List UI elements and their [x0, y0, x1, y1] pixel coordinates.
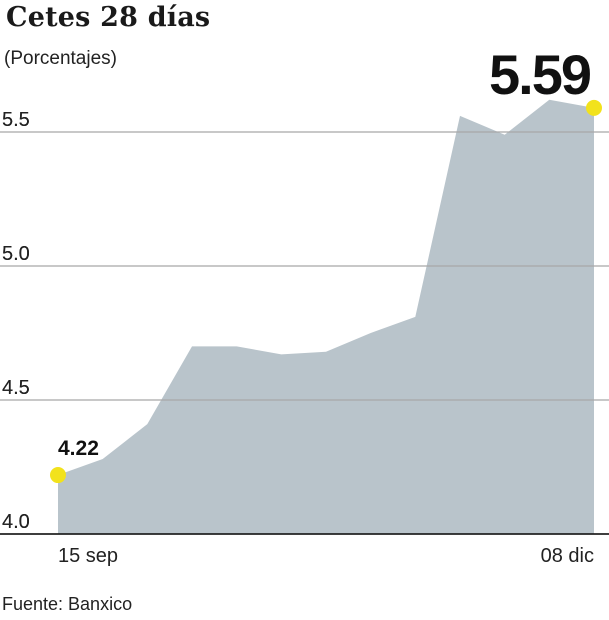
source-note: Fuente: Banxico [2, 594, 133, 614]
x-tick-label-start: 15 sep [58, 545, 118, 567]
start-value-label: 4.22 [58, 437, 99, 460]
y-tick-label: 5.5 [2, 109, 30, 131]
y-tick-label-overlay: 4.5 [2, 377, 30, 399]
chart-title: Cetes 28 días [6, 2, 211, 33]
area-series [58, 99, 594, 535]
area-chart: 4.04.55.05.54.04.55.05.515 sep 08 dic4.22… [0, 43, 609, 567]
y-tick-label-overlay: 5.0 [2, 243, 30, 265]
y-tick-label: 4.5 [2, 377, 30, 399]
chart-subtitle: (Porcentajes) [4, 48, 117, 69]
x-tick-label-end: 08 dic [541, 545, 594, 567]
y-tick-label-overlay: 5.5 [2, 109, 30, 131]
y-tick-label: 4.0 [2, 511, 30, 533]
y-tick-label: 5.0 [2, 243, 30, 265]
end-point-dot [586, 99, 602, 116]
y-tick-label-overlay: 4.0 [2, 511, 30, 533]
start-point-dot [50, 467, 66, 484]
end-value-label: 5.59 [489, 43, 591, 106]
